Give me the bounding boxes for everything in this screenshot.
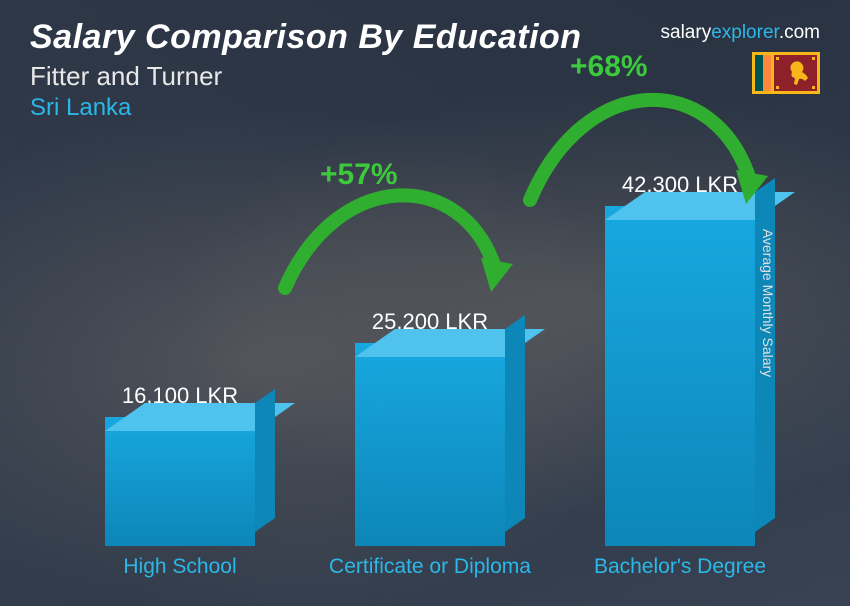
bar-category-label: High School xyxy=(70,554,290,579)
bar-front-face xyxy=(605,206,755,546)
chart-country: Sri Lanka xyxy=(30,94,582,122)
bar xyxy=(105,417,255,546)
bar-side-face xyxy=(505,315,525,532)
bar-chart: 16,100 LKRHigh School 25,200 LKRCertifica… xyxy=(60,150,790,546)
header: Salary Comparison By Education Fitter an… xyxy=(30,18,582,122)
attribution-part-a: salary xyxy=(661,22,712,43)
bar-group: 25,200 LKRCertificate or Diploma xyxy=(340,309,520,546)
bar-front-face xyxy=(105,417,255,546)
chart-subtitle: Fitter and Turner xyxy=(30,61,582,92)
attribution: salaryexplorer.com xyxy=(661,22,820,44)
sri-lanka-flag-icon xyxy=(752,52,820,94)
bar xyxy=(355,343,505,546)
increase-arc-icon xyxy=(275,158,525,308)
y-axis-label: Average Monthly Salary xyxy=(760,229,776,377)
chart-title: Salary Comparison By Education xyxy=(30,18,582,57)
attribution-part-b: explorer xyxy=(711,22,779,43)
bar-side-face xyxy=(255,389,275,532)
bar-category-label: Certificate or Diploma xyxy=(320,554,540,579)
percent-increase-label: +57% xyxy=(320,158,398,192)
bar xyxy=(605,206,755,546)
bar-category-label: Bachelor's Degree xyxy=(570,554,790,579)
bar-group: 16,100 LKRHigh School xyxy=(90,383,270,546)
percent-increase-label: +68% xyxy=(570,50,648,84)
attribution-part-c: .com xyxy=(779,22,820,43)
bar-group: 42,300 LKRBachelor's Degree xyxy=(590,172,770,546)
bar-front-face xyxy=(355,343,505,546)
